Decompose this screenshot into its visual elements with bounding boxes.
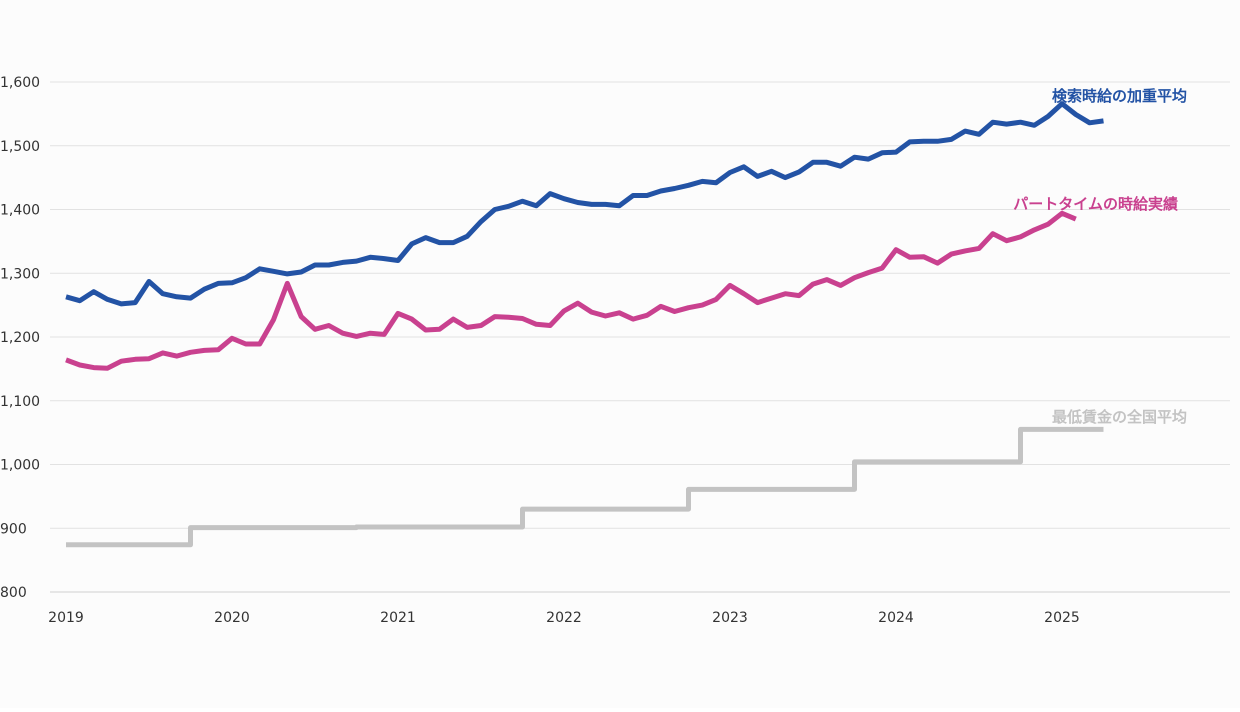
y-tick-label: 1,500: [0, 139, 40, 155]
y-tick-label: 1,400: [0, 203, 40, 219]
series-line: [66, 426, 1104, 548]
y-tick-label: 1,000: [0, 458, 40, 474]
y-tick-label: 1,100: [0, 394, 40, 410]
series-label: パートタイムの時給実績: [1013, 195, 1178, 213]
x-tick-label: 2019: [48, 610, 84, 626]
x-tick-label: 2022: [546, 610, 582, 626]
x-axis-tick-labels: 2019 2020 2021 2022 2023 2024 2025: [48, 610, 1080, 626]
x-tick-label: 2021: [380, 610, 416, 626]
series-line: [65, 101, 1104, 307]
series-label: 最低賃金の全国平均: [1052, 408, 1187, 426]
y-tick-label: 900: [0, 521, 27, 537]
series-lines: [65, 101, 1104, 548]
x-tick-label: 2024: [878, 610, 914, 626]
x-tick-label: 2025: [1044, 610, 1080, 626]
y-tick-label: 800: [0, 585, 27, 601]
y-tick-label: 1,300: [0, 266, 40, 282]
y-tick-label: 1,200: [0, 330, 40, 346]
y-tick-label: 1,600: [0, 75, 40, 91]
x-tick-label: 2023: [712, 610, 748, 626]
series-line: [65, 210, 1077, 371]
series-label: 検索時給の加重平均: [1052, 87, 1187, 105]
y-axis-tick-labels: 800 900 1,000 1,100 1,200 1,300 1,400 1,500 1,60…: [0, 75, 40, 601]
gridlines: [50, 81, 1230, 593]
x-tick-label: 2020: [214, 610, 250, 626]
